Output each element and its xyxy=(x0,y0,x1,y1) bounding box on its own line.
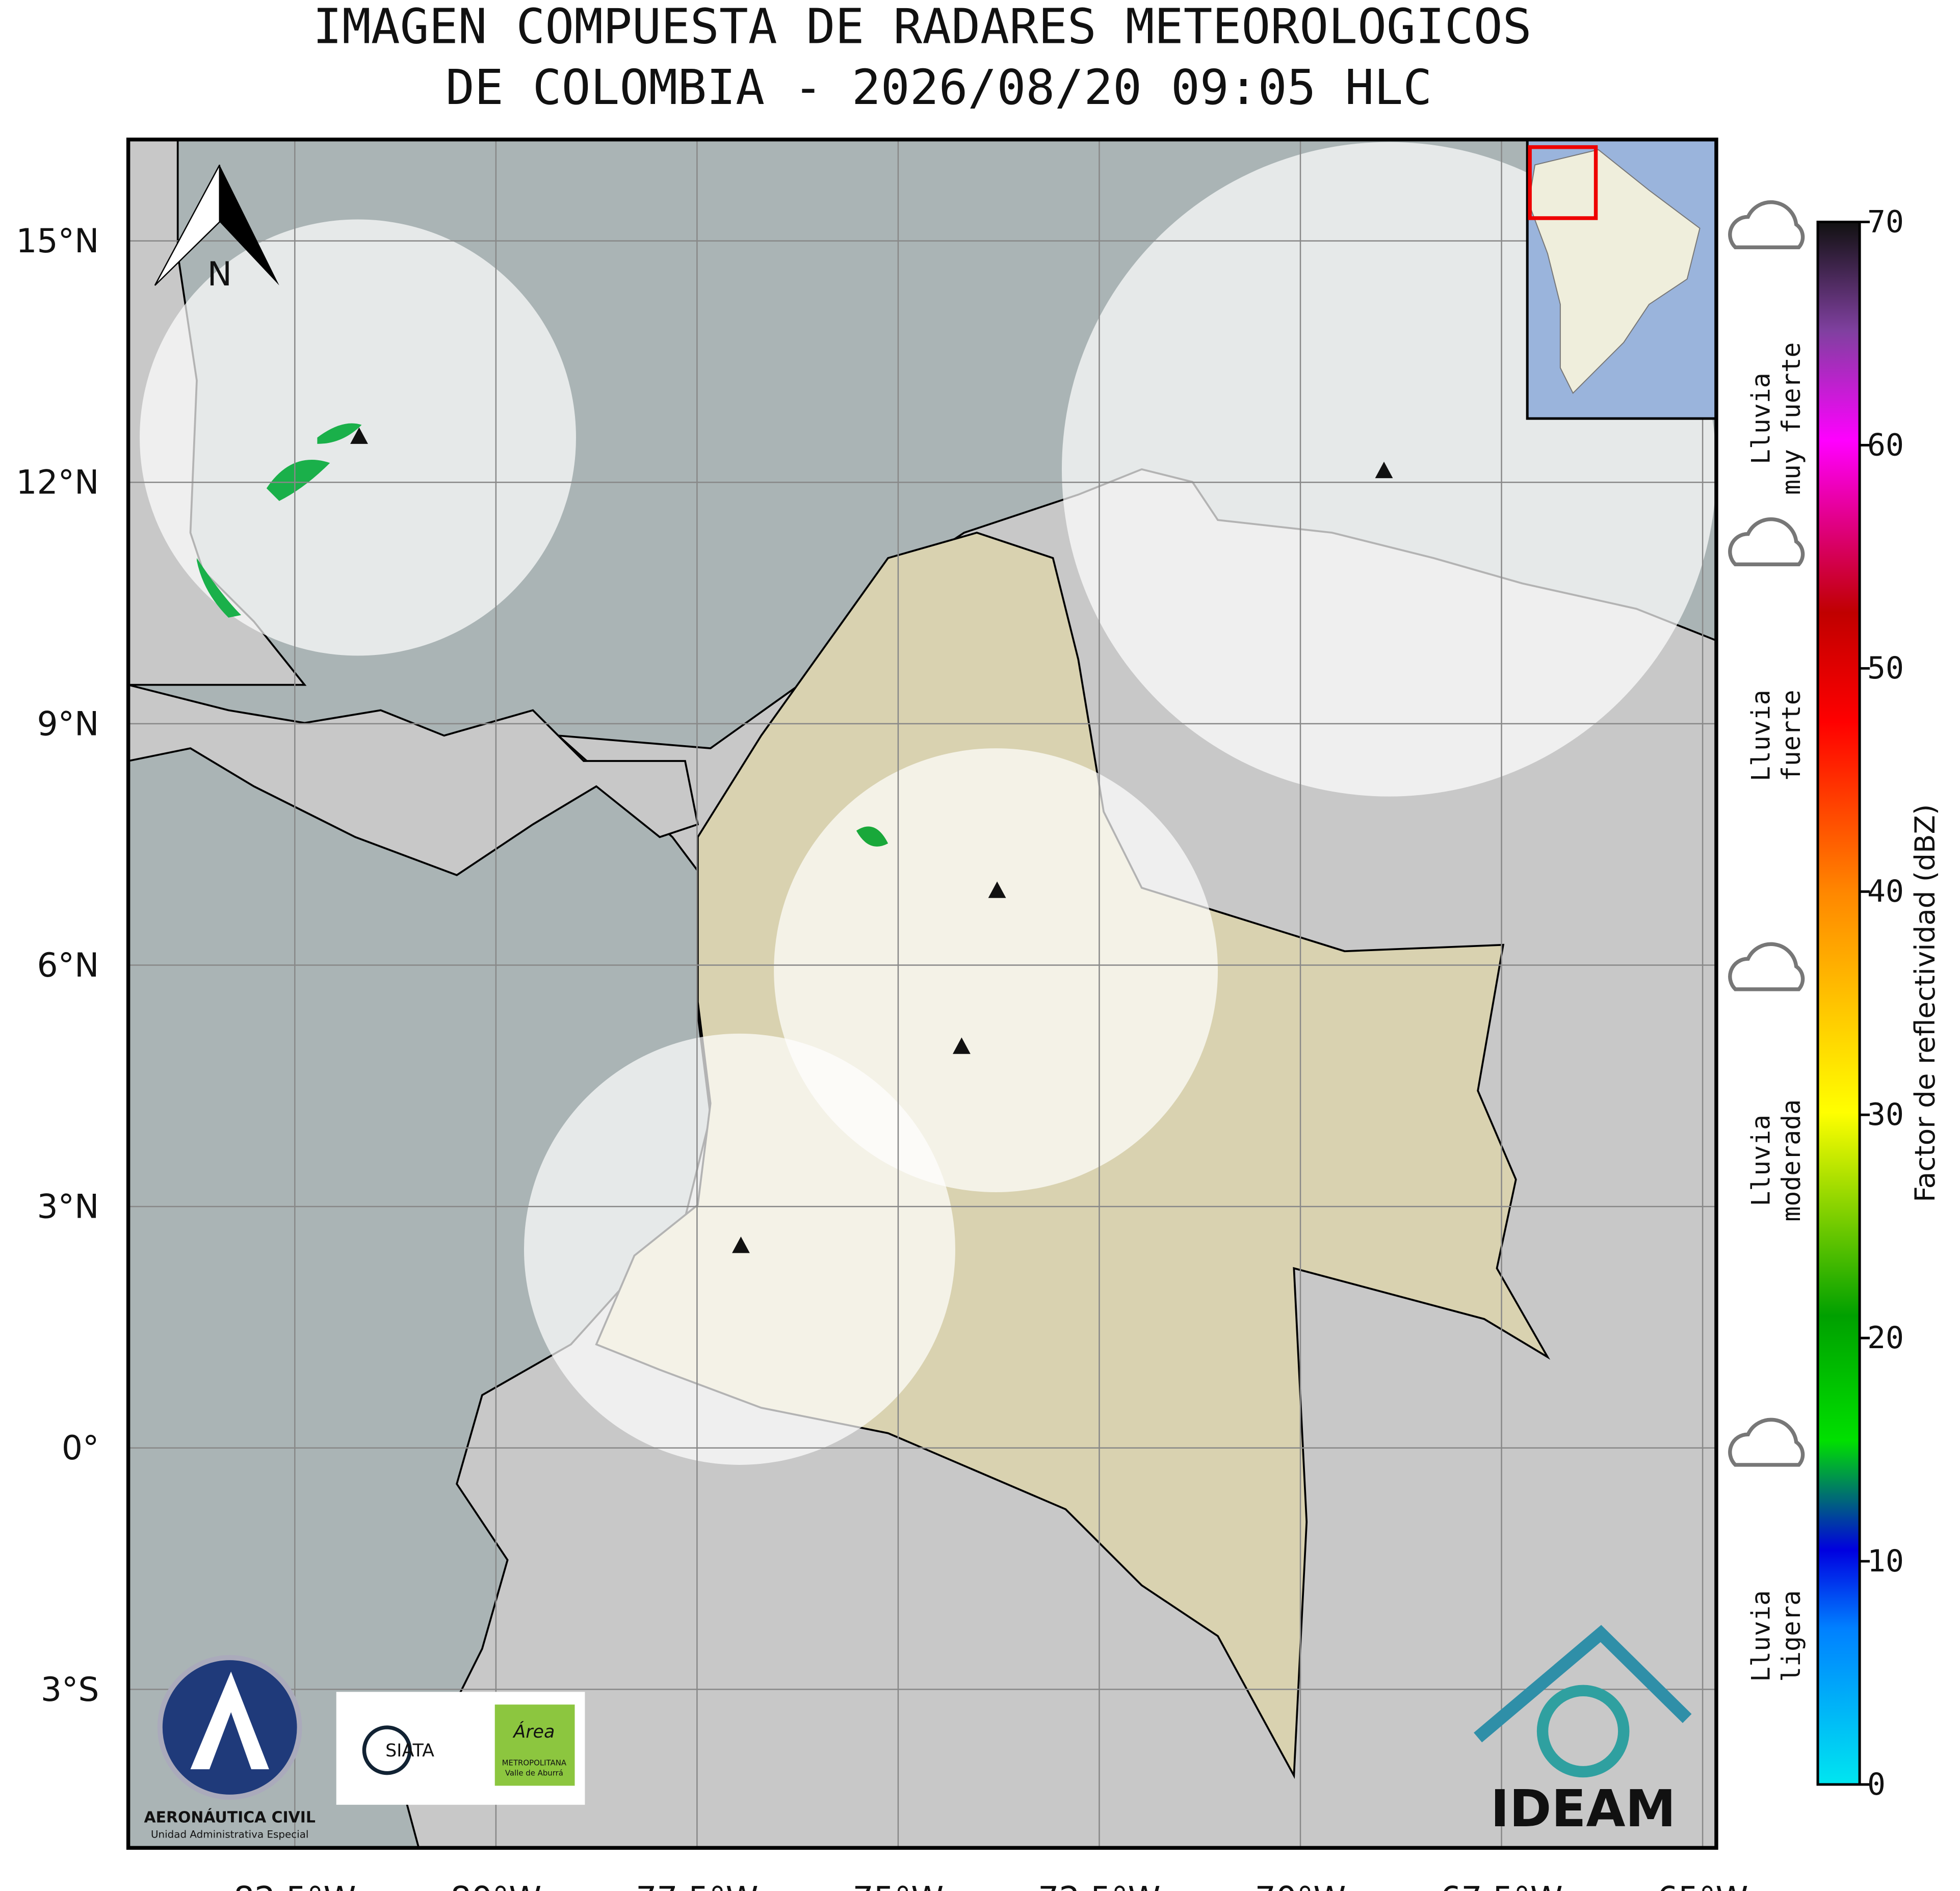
logo-text: AERONÁUTICA CIVIL xyxy=(144,1808,316,1827)
map-frame xyxy=(126,137,1718,1850)
logo-text: METROPOLITANA xyxy=(502,1758,567,1768)
logo-siata-area: SIATA Área METROPOLITANA Valle de Aburrá xyxy=(336,1692,585,1805)
x-tick-label: 80°W xyxy=(451,1880,542,1891)
weather-icon xyxy=(1728,200,1805,249)
colorbar-tick-label: 20 xyxy=(1867,1321,1904,1356)
cloud xyxy=(1728,1417,1805,1467)
radar-site xyxy=(953,1037,971,1054)
weather-icon xyxy=(1728,517,1805,567)
colorbar-label: Factor de reflectividad (dBZ) xyxy=(1909,804,1941,1202)
land xyxy=(128,684,699,876)
title-line: IMAGEN COMPUESTA DE RADARES METEOROLOGIC… xyxy=(313,0,1532,55)
cloud xyxy=(1728,200,1805,249)
colorbar-tick-label: 50 xyxy=(1867,651,1904,686)
colorbar-tick-label: 0 xyxy=(1867,1767,1886,1802)
y-tick-label: 15°N xyxy=(16,222,99,260)
legend-label: muy fuerte xyxy=(1776,342,1806,495)
logo-text: IDEAM xyxy=(1491,1780,1676,1839)
colorbar-tick-label: 60 xyxy=(1867,428,1904,463)
y-tick-label: 3°S xyxy=(41,1671,99,1709)
north-label: N xyxy=(207,255,232,294)
colorbar-tick-label: 40 xyxy=(1867,874,1904,909)
logo-text: Valle de Aburrá xyxy=(505,1769,563,1778)
radar-site xyxy=(988,881,1006,898)
legend-label: Lluvia xyxy=(1746,373,1775,464)
colorbar-tick-label: 30 xyxy=(1867,1097,1904,1133)
x-tick-label: 82.5°W xyxy=(233,1880,356,1891)
colorbar xyxy=(1816,220,1861,1786)
x-tick-label: 70°W xyxy=(1255,1880,1346,1891)
radar-site xyxy=(732,1237,750,1253)
echoes xyxy=(196,423,888,847)
inset-land xyxy=(1528,149,1701,395)
y-tick-label: 9°N xyxy=(37,705,99,743)
axes: 82.5°W 80°W 77.5°W 75°W 72.5°W 70°W 67.5°W 65°W… xyxy=(16,204,1904,1891)
logo-text: SIATA xyxy=(385,1741,434,1761)
weather-icon xyxy=(1728,1417,1805,1467)
logo-text: Área xyxy=(512,1721,555,1742)
logo-text: Unidad Administrativa Especial xyxy=(151,1828,308,1840)
coverage-circle xyxy=(774,748,1218,1192)
y-tick-label: 12°N xyxy=(16,464,99,502)
x-tick-label: 67.5°W xyxy=(1440,1880,1562,1891)
legend-label: fuerte xyxy=(1776,690,1806,781)
logo-aeronautica: AERONÁUTICA CIVIL Unidad Administrativa … xyxy=(144,1655,316,1840)
weather-icon xyxy=(1728,942,1805,991)
y-tick-label: 6°N xyxy=(37,947,99,985)
legend-label: Lluvia xyxy=(1746,1115,1775,1206)
logo-ideam: IDEAM xyxy=(1474,1625,1692,1839)
grid xyxy=(128,139,1716,1848)
y-tick-label: 3°N xyxy=(37,1188,99,1226)
radar-site xyxy=(350,427,368,444)
cloud xyxy=(1728,942,1805,991)
y-tick-label: 0° xyxy=(62,1429,99,1467)
title-line: DE COLOMBIA - 2026/08/20 09:05 HLC xyxy=(446,60,1432,116)
x-tick-label: 65°W xyxy=(1657,1880,1748,1891)
map-body xyxy=(128,139,1716,1848)
x-tick-label: 77.5°W xyxy=(636,1880,758,1891)
colorbar-tick-label: 70 xyxy=(1867,204,1904,240)
legend-label: moderada xyxy=(1776,1099,1806,1222)
legend-label: Lluvia xyxy=(1746,690,1775,781)
radar-sites xyxy=(350,427,1393,1253)
legend-label: ligera xyxy=(1776,1590,1806,1682)
radar-site xyxy=(1375,461,1393,479)
cloud xyxy=(1728,517,1805,567)
x-tick-label: 72.5°W xyxy=(1038,1880,1160,1891)
inset-box xyxy=(1528,145,1598,220)
colorbar-tick-label: 10 xyxy=(1867,1544,1904,1579)
x-tick-label: 75°W xyxy=(853,1880,944,1891)
legend-label: Lluvia xyxy=(1746,1590,1775,1682)
